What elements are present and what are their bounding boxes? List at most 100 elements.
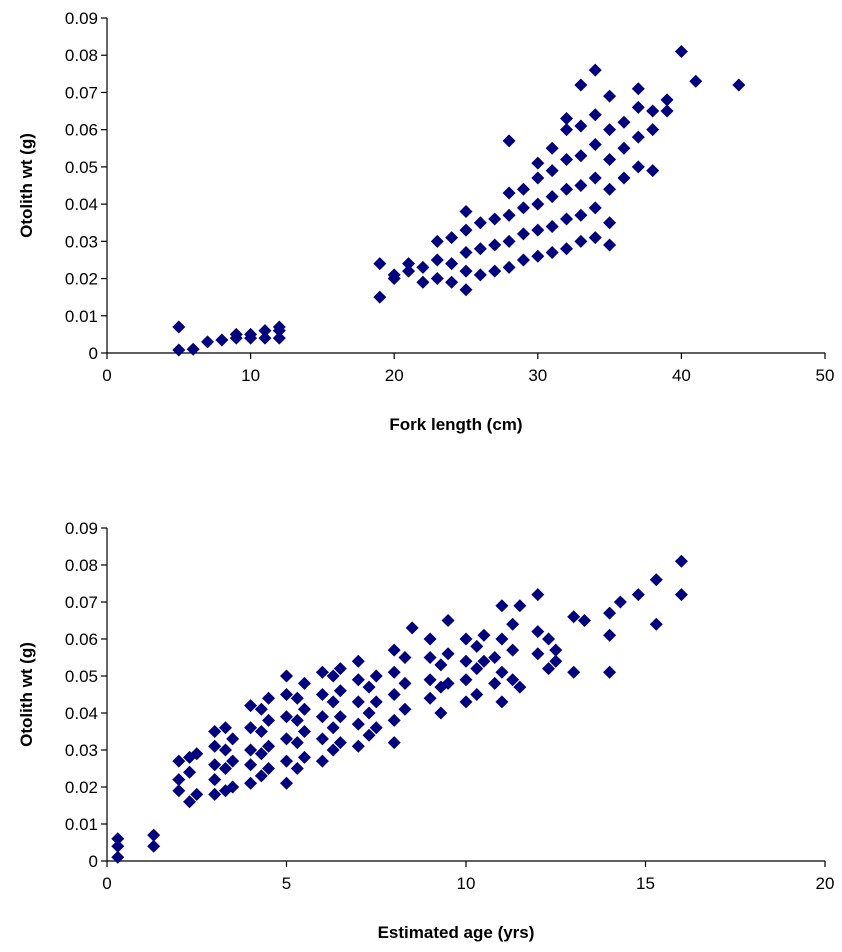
data-point xyxy=(315,732,329,746)
data-point xyxy=(603,152,617,166)
x-tick-label: 5 xyxy=(282,874,291,893)
data-point xyxy=(351,739,365,753)
data-point xyxy=(495,665,509,679)
data-point xyxy=(488,676,502,690)
data-point xyxy=(506,643,520,657)
data-point xyxy=(646,104,660,118)
data-point xyxy=(473,268,487,282)
data-point xyxy=(531,625,545,639)
data-point xyxy=(488,212,502,226)
data-point xyxy=(603,606,617,620)
y-tick-label: 0.08 xyxy=(65,556,98,575)
x-axis-title: Fork length (cm) xyxy=(389,415,522,434)
data-point xyxy=(445,275,459,289)
data-point xyxy=(445,231,459,245)
data-point xyxy=(333,684,347,698)
data-point xyxy=(631,588,645,602)
data-point xyxy=(603,238,617,252)
data-point xyxy=(172,754,186,768)
y-tick-label: 0.03 xyxy=(65,741,98,760)
data-point xyxy=(351,717,365,731)
data-point xyxy=(531,197,545,211)
data-point xyxy=(549,643,563,657)
y-tick-label: 0.08 xyxy=(65,46,98,65)
data-point xyxy=(470,688,484,701)
data-point xyxy=(574,208,588,222)
data-series xyxy=(172,45,746,357)
data-point xyxy=(631,100,645,114)
data-point xyxy=(613,595,627,609)
data-point xyxy=(459,205,473,219)
data-point xyxy=(218,762,232,775)
data-point xyxy=(362,680,376,694)
x-tick-label: 30 xyxy=(528,366,547,385)
data-point xyxy=(674,554,688,568)
data-point xyxy=(326,721,340,735)
data-point xyxy=(262,691,276,705)
data-point xyxy=(333,710,347,724)
data-series xyxy=(111,554,688,864)
data-point xyxy=(362,706,376,720)
data-point xyxy=(495,695,509,709)
data-point xyxy=(402,257,416,271)
data-point xyxy=(545,219,559,233)
data-point xyxy=(516,201,530,215)
data-point xyxy=(441,647,455,661)
data-point xyxy=(172,320,186,334)
data-point xyxy=(326,743,340,757)
data-point xyxy=(502,234,516,248)
y-tick-label: 0.04 xyxy=(65,195,98,214)
data-point xyxy=(488,264,502,278)
data-point xyxy=(545,164,559,178)
y-tick-label: 0 xyxy=(89,344,98,363)
chart-estimated-age: 0 0.01 0.02 0.03 0.04 0.05 0.06 0.07 0.08 0.09 0 5 1… xyxy=(17,519,834,942)
data-point xyxy=(459,632,473,646)
data-point xyxy=(416,275,430,289)
data-point xyxy=(244,327,258,341)
data-point xyxy=(226,780,240,794)
data-point xyxy=(513,599,527,613)
data-point xyxy=(172,773,186,787)
data-point xyxy=(333,736,347,750)
data-point xyxy=(326,669,340,683)
data-point xyxy=(208,725,222,738)
data-point xyxy=(459,246,473,259)
data-point xyxy=(416,260,430,274)
data-point xyxy=(646,164,660,178)
data-point xyxy=(470,639,484,653)
data-point xyxy=(272,320,286,334)
data-point xyxy=(172,343,186,357)
data-point xyxy=(430,272,444,286)
data-point xyxy=(574,149,588,163)
data-point xyxy=(574,119,588,133)
data-point xyxy=(423,673,437,687)
data-point xyxy=(111,850,125,864)
data-point xyxy=(373,290,387,304)
y-tick-label: 0.07 xyxy=(65,593,98,612)
data-point xyxy=(502,134,516,148)
data-point xyxy=(244,721,258,735)
y-axis-title: Otolith wt (g) xyxy=(17,133,36,238)
data-point xyxy=(502,186,516,200)
x-tick-label: 50 xyxy=(816,366,835,385)
data-point xyxy=(387,736,401,750)
data-point xyxy=(190,787,204,801)
data-point xyxy=(190,747,204,761)
data-point xyxy=(147,828,161,842)
data-point xyxy=(218,743,232,757)
data-point xyxy=(297,725,311,738)
data-point xyxy=(542,632,556,646)
y-tick-label: 0.03 xyxy=(65,232,98,251)
data-point xyxy=(588,63,602,77)
data-point xyxy=(280,732,293,746)
data-point xyxy=(280,776,293,790)
data-point xyxy=(603,665,617,679)
data-point xyxy=(387,268,401,282)
data-point xyxy=(531,647,545,661)
data-point xyxy=(513,680,527,694)
data-point xyxy=(631,82,645,96)
data-point xyxy=(516,253,530,267)
data-point xyxy=(262,762,276,775)
data-point xyxy=(387,688,401,701)
